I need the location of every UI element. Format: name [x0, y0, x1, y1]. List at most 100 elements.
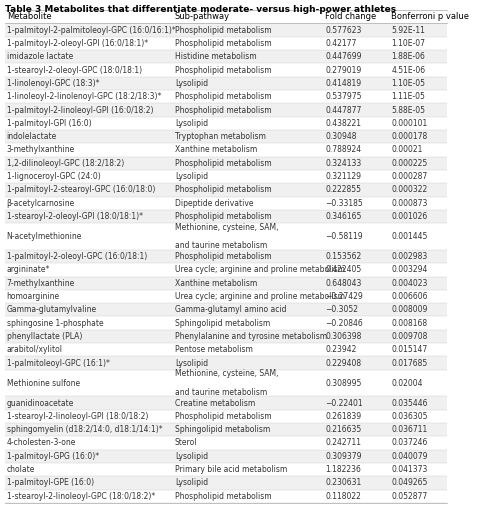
- Text: 0.02004: 0.02004: [392, 378, 423, 388]
- Text: Phospholipid metabolism: Phospholipid metabolism: [175, 25, 271, 35]
- Text: 0.001026: 0.001026: [392, 212, 428, 221]
- Bar: [4, 436, 447, 450]
- Text: 0.321129: 0.321129: [325, 172, 361, 181]
- Text: 0.052877: 0.052877: [392, 492, 428, 501]
- Bar: [4, 64, 447, 77]
- Bar: [4, 303, 447, 316]
- Text: 0.00021: 0.00021: [392, 145, 423, 154]
- Text: −0.20846: −0.20846: [325, 319, 363, 328]
- Text: 3-methylxanthine: 3-methylxanthine: [7, 145, 75, 154]
- Text: 0.002983: 0.002983: [392, 252, 428, 261]
- Bar: [4, 183, 447, 197]
- Bar: [4, 10, 447, 23]
- Text: Sphingolipid metabolism: Sphingolipid metabolism: [175, 425, 270, 434]
- Text: Methionine, cysteine, SAM,: Methionine, cysteine, SAM,: [175, 223, 278, 232]
- Text: sphingomyelin (d18:2/14:0, d18:1/14:1)*: sphingomyelin (d18:2/14:0, d18:1/14:1)*: [7, 425, 162, 434]
- Text: 0.001445: 0.001445: [392, 232, 428, 241]
- Text: Pentose metabolism: Pentose metabolism: [175, 345, 252, 354]
- Text: 0.036711: 0.036711: [392, 425, 428, 434]
- Bar: [4, 396, 447, 409]
- Text: Histidine metabolism: Histidine metabolism: [175, 52, 256, 61]
- Text: 1-palmitoyl-2-oleoyl-GPC (16:0/18:1): 1-palmitoyl-2-oleoyl-GPC (16:0/18:1): [7, 252, 147, 261]
- Text: Phospholipid metabolism: Phospholipid metabolism: [175, 66, 271, 75]
- Text: 0.447877: 0.447877: [325, 106, 361, 114]
- Text: 0.000322: 0.000322: [392, 185, 428, 195]
- Text: 1-palmitoyl-2-palmitoleoyl-GPC (16:0/16:1)*: 1-palmitoyl-2-palmitoleoyl-GPC (16:0/16:…: [7, 25, 176, 35]
- Bar: [4, 290, 447, 303]
- Bar: [4, 156, 447, 170]
- Text: Creatine metabolism: Creatine metabolism: [175, 399, 255, 407]
- Bar: [4, 357, 447, 370]
- Text: 0.118022: 0.118022: [325, 492, 361, 501]
- Text: 0.30948: 0.30948: [325, 132, 357, 141]
- Text: and taurine metabolism: and taurine metabolism: [175, 241, 267, 250]
- Text: −0.58119: −0.58119: [325, 232, 363, 241]
- Text: Gamma-glutamylvaline: Gamma-glutamylvaline: [7, 305, 97, 314]
- Text: Methionine, cysteine, SAM,: Methionine, cysteine, SAM,: [175, 369, 278, 378]
- Bar: [4, 250, 447, 263]
- Bar: [4, 463, 447, 477]
- Bar: [4, 90, 447, 104]
- Text: Sterol: Sterol: [175, 438, 197, 448]
- Text: 0.000287: 0.000287: [392, 172, 428, 181]
- Text: 0.008168: 0.008168: [392, 319, 428, 328]
- Text: 0.261839: 0.261839: [325, 412, 361, 421]
- Bar: [4, 409, 447, 423]
- Bar: [4, 117, 447, 130]
- Text: 1-palmitoyl-GPI (16:0): 1-palmitoyl-GPI (16:0): [7, 119, 91, 128]
- Text: Lysolipid: Lysolipid: [175, 119, 208, 128]
- Text: −0.3052: −0.3052: [325, 305, 358, 314]
- Bar: [4, 343, 447, 357]
- Text: 0.309379: 0.309379: [325, 452, 361, 461]
- Text: −0.27429: −0.27429: [325, 292, 363, 301]
- Text: −0.22401: −0.22401: [325, 399, 363, 407]
- Text: Xanthine metabolism: Xanthine metabolism: [175, 279, 257, 288]
- Text: Bonferroni p value: Bonferroni p value: [392, 12, 469, 21]
- Text: 0.000101: 0.000101: [392, 119, 428, 128]
- Text: 0.308995: 0.308995: [325, 378, 361, 388]
- Text: Lysolipid: Lysolipid: [175, 452, 208, 461]
- Bar: [4, 130, 447, 143]
- Text: Primary bile acid metabolism: Primary bile acid metabolism: [175, 465, 287, 474]
- Text: 0.222855: 0.222855: [325, 185, 361, 195]
- Text: Tryptophan metabolism: Tryptophan metabolism: [175, 132, 265, 141]
- Text: 1-palmitoleoyl-GPC (16:1)*: 1-palmitoleoyl-GPC (16:1)*: [7, 359, 109, 368]
- Text: 7-methylxanthine: 7-methylxanthine: [7, 279, 75, 288]
- Text: β-acetylcarnosine: β-acetylcarnosine: [7, 199, 75, 208]
- Text: 4-cholesten-3-one: 4-cholesten-3-one: [7, 438, 76, 448]
- Text: 1-lignoceroyl-GPC (24:0): 1-lignoceroyl-GPC (24:0): [7, 172, 100, 181]
- Text: Sub-pathway: Sub-pathway: [175, 12, 230, 21]
- Bar: [4, 77, 447, 90]
- Text: Dipeptide derivative: Dipeptide derivative: [175, 199, 253, 208]
- Text: 0.000178: 0.000178: [392, 132, 428, 141]
- Text: Gamma-glutamyl amino acid: Gamma-glutamyl amino acid: [175, 305, 286, 314]
- Text: Lysolipid: Lysolipid: [175, 172, 208, 181]
- Text: Phospholipid metabolism: Phospholipid metabolism: [175, 159, 271, 168]
- Text: Lysolipid: Lysolipid: [175, 359, 208, 368]
- Text: Phospholipid metabolism: Phospholipid metabolism: [175, 252, 271, 261]
- Text: argininate*: argininate*: [7, 265, 50, 274]
- Text: Phospholipid metabolism: Phospholipid metabolism: [175, 412, 271, 421]
- Bar: [4, 490, 447, 503]
- Text: 0.017685: 0.017685: [392, 359, 428, 368]
- Text: 1.88E-06: 1.88E-06: [392, 52, 425, 61]
- Text: 1.10E-05: 1.10E-05: [392, 79, 425, 88]
- Text: 0.279019: 0.279019: [325, 66, 361, 75]
- Text: phenyllactate (PLA): phenyllactate (PLA): [7, 332, 82, 341]
- Text: 0.230631: 0.230631: [325, 479, 361, 488]
- Text: 0.153562: 0.153562: [325, 252, 361, 261]
- Text: Lysolipid: Lysolipid: [175, 479, 208, 488]
- Text: sphingosine 1-phosphate: sphingosine 1-phosphate: [7, 319, 103, 328]
- Bar: [4, 223, 447, 250]
- Text: 1-stearoyl-2-linoleoyl-GPC (18:0/18:2)*: 1-stearoyl-2-linoleoyl-GPC (18:0/18:2)*: [7, 492, 155, 501]
- Text: 0.009708: 0.009708: [392, 332, 428, 341]
- Text: arabitol/xylitol: arabitol/xylitol: [7, 345, 63, 354]
- Text: 0.003294: 0.003294: [392, 265, 428, 274]
- Text: 0.015147: 0.015147: [392, 345, 428, 354]
- Bar: [4, 143, 447, 156]
- Text: Fold change: Fold change: [325, 12, 376, 21]
- Text: Phospholipid metabolism: Phospholipid metabolism: [175, 212, 271, 221]
- Bar: [4, 210, 447, 223]
- Text: 0.788924: 0.788924: [325, 145, 361, 154]
- Text: 1-linoleoyl-2-linolenoyl-GPC (18:2/18:3)*: 1-linoleoyl-2-linolenoyl-GPC (18:2/18:3)…: [7, 92, 161, 101]
